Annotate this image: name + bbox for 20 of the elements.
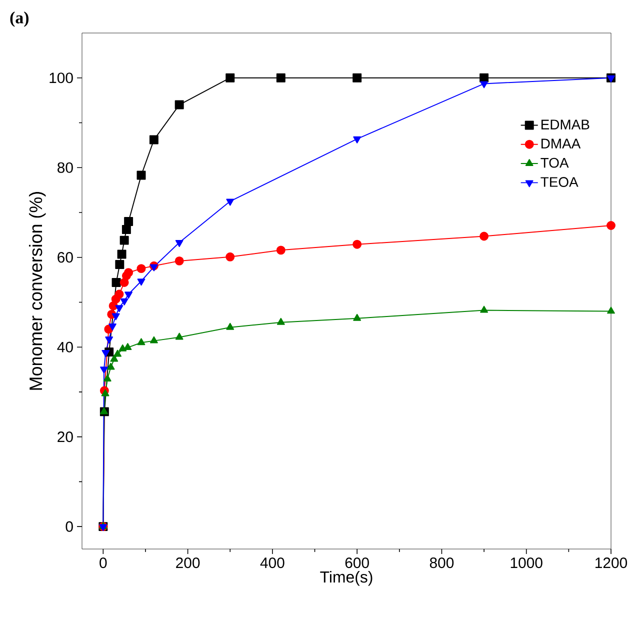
x-axis-title: Time(s) <box>320 570 372 586</box>
x-tick-label: 800 <box>430 558 454 568</box>
y-tick-label: 80 <box>58 162 73 173</box>
y-axis-title: Monomer conversion (%) <box>28 192 46 390</box>
legend-label: EDMAB <box>541 120 590 130</box>
legend-label: DMAA <box>541 138 581 148</box>
legend-label: TOA <box>540 158 569 168</box>
y-tick-label: 100 <box>50 72 73 84</box>
y-tick-label: 20 <box>58 432 73 442</box>
legend-label: TEOA <box>540 177 578 187</box>
y-tick-label: 40 <box>57 342 73 352</box>
x-tick-label: 1200 <box>596 558 628 568</box>
x-tick-label: 400 <box>260 558 284 568</box>
x-tick-label: 600 <box>345 558 369 568</box>
x-tick-label: 1000 <box>510 558 542 568</box>
y-tick-label: 0 <box>66 521 73 532</box>
x-tick-label: 200 <box>176 558 200 568</box>
chart-title: (a) <box>10 12 29 27</box>
y-tick-label: 60 <box>58 252 73 263</box>
x-tick-label: 0 <box>100 558 107 568</box>
